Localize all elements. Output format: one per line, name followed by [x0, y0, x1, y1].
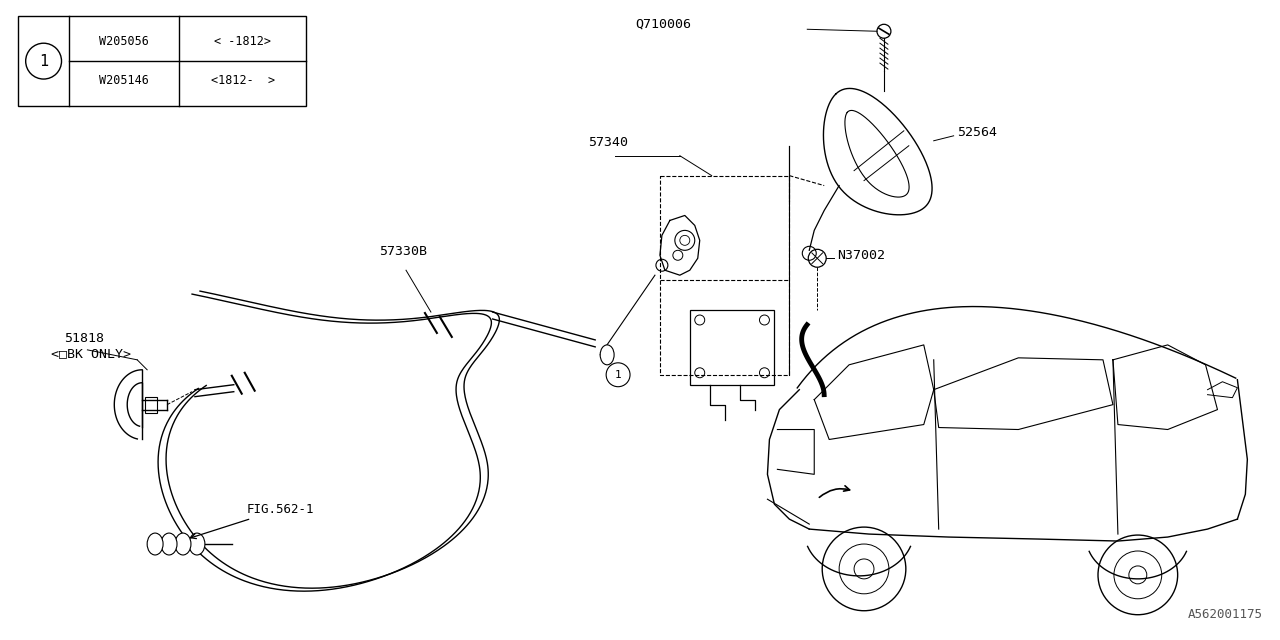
Ellipse shape [189, 533, 205, 555]
Bar [690, 310, 774, 385]
Text: Q710006: Q710006 [635, 18, 691, 31]
Ellipse shape [147, 533, 163, 555]
Circle shape [607, 363, 630, 387]
Bar [145, 397, 157, 413]
Text: 51818: 51818 [64, 332, 105, 345]
Ellipse shape [175, 533, 191, 555]
Text: < -1812>: < -1812> [214, 35, 271, 48]
Text: <1812-  >: <1812- > [211, 74, 275, 87]
Ellipse shape [161, 533, 177, 555]
Text: N37002: N37002 [837, 249, 886, 262]
Text: 52564: 52564 [956, 126, 997, 140]
Text: <□BK ONLY>: <□BK ONLY> [51, 347, 131, 360]
Text: FIG.562-1: FIG.562-1 [191, 502, 314, 539]
Text: 1: 1 [38, 54, 49, 68]
Text: A562001175: A562001175 [1188, 608, 1262, 621]
Text: 57340: 57340 [589, 136, 628, 148]
Ellipse shape [600, 345, 614, 365]
Text: W205056: W205056 [100, 35, 150, 48]
Bar [18, 17, 306, 106]
Text: 57330B: 57330B [379, 245, 428, 259]
Bar [660, 175, 790, 375]
Text: W205146: W205146 [100, 74, 150, 87]
Text: 1: 1 [614, 370, 622, 380]
